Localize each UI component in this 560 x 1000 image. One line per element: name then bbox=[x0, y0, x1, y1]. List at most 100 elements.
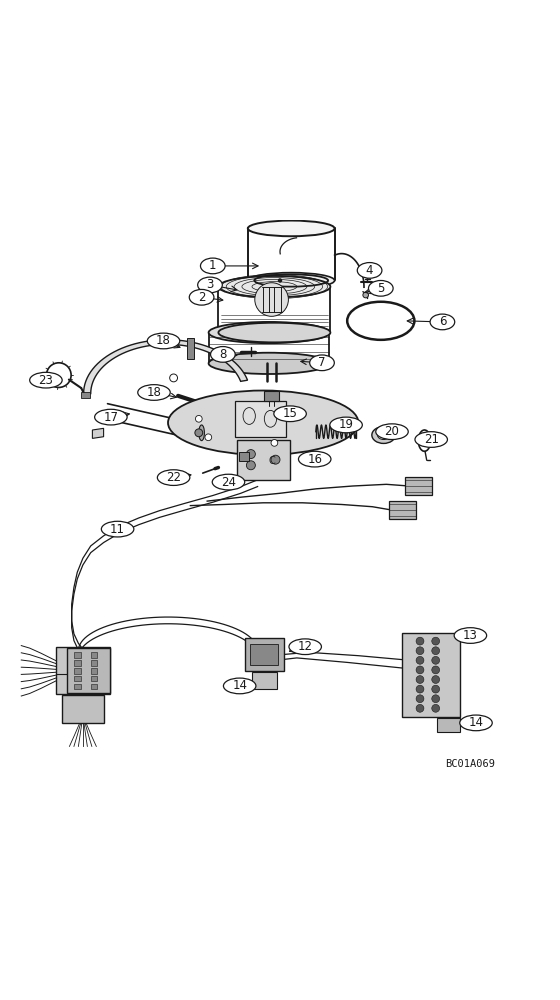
Ellipse shape bbox=[200, 258, 225, 274]
Bar bbox=[62, 695, 104, 723]
Text: 18: 18 bbox=[156, 334, 171, 347]
Bar bbox=[235, 401, 286, 437]
Text: 19: 19 bbox=[339, 418, 353, 431]
Ellipse shape bbox=[415, 432, 447, 447]
Circle shape bbox=[416, 656, 424, 664]
Bar bbox=[389, 501, 416, 519]
Ellipse shape bbox=[248, 273, 334, 288]
Ellipse shape bbox=[218, 323, 330, 342]
Circle shape bbox=[271, 440, 278, 446]
Text: 12: 12 bbox=[298, 640, 312, 653]
Bar bbox=[187, 338, 194, 359]
Text: 21: 21 bbox=[424, 433, 438, 446]
Bar bbox=[74, 676, 81, 681]
Text: 7: 7 bbox=[318, 356, 326, 369]
FancyBboxPatch shape bbox=[264, 391, 279, 401]
Circle shape bbox=[170, 374, 178, 382]
Ellipse shape bbox=[289, 639, 321, 655]
Text: C: C bbox=[268, 456, 275, 466]
Circle shape bbox=[278, 278, 282, 283]
Bar bbox=[74, 684, 81, 689]
Ellipse shape bbox=[223, 678, 256, 694]
Ellipse shape bbox=[30, 372, 62, 388]
Bar bbox=[81, 392, 90, 398]
Ellipse shape bbox=[212, 474, 245, 490]
Polygon shape bbox=[92, 428, 104, 438]
Ellipse shape bbox=[138, 385, 170, 400]
Ellipse shape bbox=[372, 427, 395, 443]
Text: 24: 24 bbox=[221, 476, 236, 489]
Ellipse shape bbox=[209, 322, 329, 343]
Circle shape bbox=[432, 656, 440, 664]
Bar bbox=[56, 647, 110, 694]
Circle shape bbox=[195, 429, 203, 437]
Ellipse shape bbox=[101, 521, 134, 537]
Text: 23: 23 bbox=[39, 374, 53, 387]
Circle shape bbox=[416, 695, 424, 703]
Circle shape bbox=[255, 283, 288, 316]
Circle shape bbox=[271, 455, 280, 464]
Bar bbox=[91, 684, 97, 689]
FancyBboxPatch shape bbox=[250, 644, 278, 665]
Circle shape bbox=[205, 434, 212, 441]
Text: BC01A069: BC01A069 bbox=[446, 759, 496, 769]
Bar bbox=[91, 676, 97, 681]
Circle shape bbox=[416, 647, 424, 655]
Text: 17: 17 bbox=[104, 411, 118, 424]
Circle shape bbox=[416, 666, 424, 674]
Bar bbox=[402, 633, 460, 717]
Ellipse shape bbox=[199, 425, 204, 441]
Text: 3: 3 bbox=[206, 278, 214, 291]
Text: 15: 15 bbox=[283, 407, 297, 420]
Bar bbox=[239, 452, 249, 461]
Bar bbox=[74, 660, 81, 666]
Bar bbox=[405, 477, 432, 495]
Circle shape bbox=[432, 695, 440, 703]
Circle shape bbox=[246, 461, 255, 470]
Ellipse shape bbox=[147, 333, 180, 349]
Circle shape bbox=[195, 415, 202, 422]
Circle shape bbox=[432, 685, 440, 693]
Text: 14: 14 bbox=[469, 716, 483, 729]
Ellipse shape bbox=[357, 263, 382, 278]
Text: 8: 8 bbox=[219, 348, 227, 361]
Text: 14: 14 bbox=[232, 679, 247, 692]
Ellipse shape bbox=[218, 276, 330, 297]
Circle shape bbox=[363, 292, 368, 298]
Circle shape bbox=[416, 685, 424, 693]
Circle shape bbox=[432, 666, 440, 674]
Ellipse shape bbox=[376, 424, 408, 440]
Ellipse shape bbox=[430, 314, 455, 330]
Bar bbox=[91, 660, 97, 666]
Circle shape bbox=[432, 637, 440, 645]
Ellipse shape bbox=[454, 628, 487, 643]
Text: 1: 1 bbox=[209, 259, 217, 272]
Ellipse shape bbox=[157, 470, 190, 485]
Ellipse shape bbox=[330, 417, 362, 433]
Ellipse shape bbox=[248, 221, 334, 236]
Bar bbox=[74, 668, 81, 674]
Bar bbox=[91, 668, 97, 674]
Ellipse shape bbox=[377, 431, 390, 440]
Ellipse shape bbox=[198, 277, 222, 293]
Bar bbox=[437, 718, 460, 732]
Ellipse shape bbox=[310, 355, 334, 371]
Ellipse shape bbox=[189, 289, 214, 305]
FancyBboxPatch shape bbox=[236, 440, 290, 480]
Polygon shape bbox=[83, 340, 248, 394]
Text: 11: 11 bbox=[110, 523, 125, 536]
FancyBboxPatch shape bbox=[245, 638, 284, 671]
Ellipse shape bbox=[368, 280, 393, 296]
Ellipse shape bbox=[298, 451, 331, 467]
Bar bbox=[74, 652, 81, 658]
Bar bbox=[91, 652, 97, 658]
Circle shape bbox=[416, 676, 424, 683]
Text: 4: 4 bbox=[366, 264, 374, 277]
Circle shape bbox=[416, 637, 424, 645]
Ellipse shape bbox=[211, 347, 235, 362]
Ellipse shape bbox=[209, 353, 329, 374]
Ellipse shape bbox=[274, 406, 306, 422]
Text: 5: 5 bbox=[377, 282, 385, 295]
Text: 22: 22 bbox=[166, 471, 181, 484]
Text: 13: 13 bbox=[463, 629, 478, 642]
